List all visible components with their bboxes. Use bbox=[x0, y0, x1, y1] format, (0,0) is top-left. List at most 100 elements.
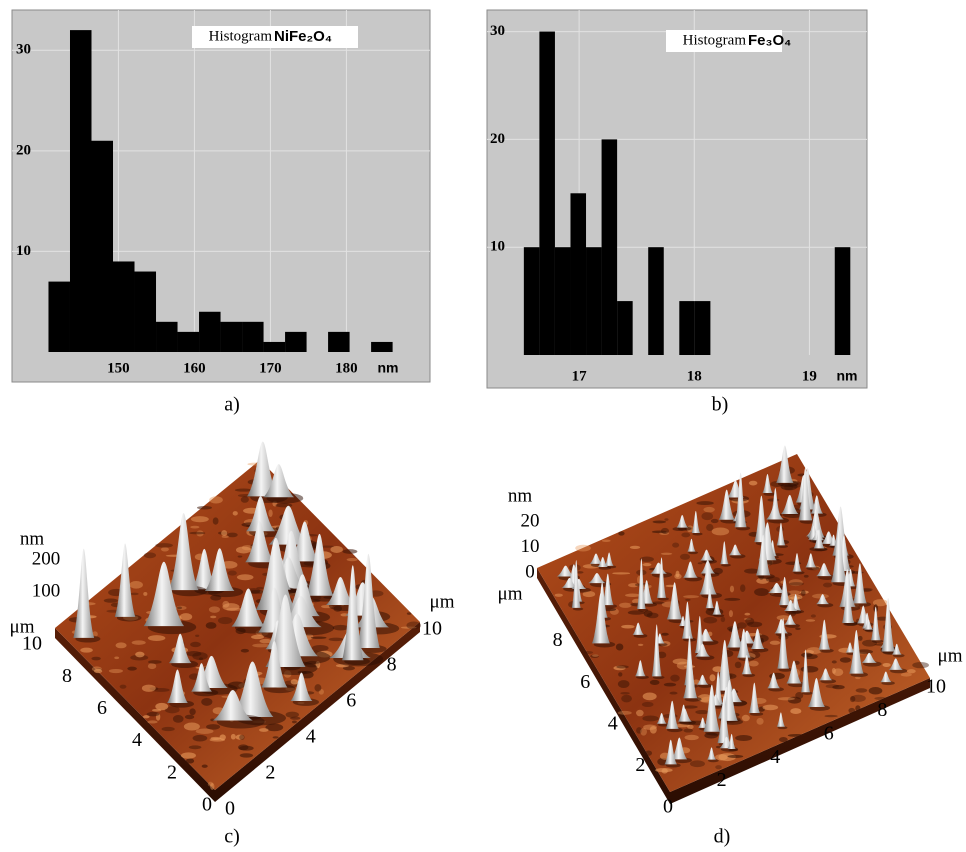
surface-texture bbox=[555, 594, 563, 597]
surface-texture bbox=[756, 718, 763, 725]
surface-texture bbox=[642, 702, 654, 707]
bar bbox=[539, 32, 555, 355]
bar bbox=[135, 272, 157, 352]
surface-texture bbox=[638, 644, 643, 646]
surface-texture bbox=[728, 755, 744, 758]
bar bbox=[264, 342, 286, 352]
surface-texture bbox=[740, 584, 745, 592]
surface-texture bbox=[621, 695, 632, 703]
surface-texture bbox=[795, 627, 800, 629]
chart-subtitle: NiFe₂O₄ bbox=[274, 28, 332, 45]
surface-texture bbox=[155, 543, 173, 548]
surface-texture bbox=[710, 674, 716, 681]
surface-texture bbox=[173, 715, 184, 723]
surface-texture bbox=[190, 526, 199, 529]
surface-texture bbox=[147, 712, 160, 716]
surface-texture bbox=[650, 680, 660, 685]
surface-texture bbox=[770, 641, 780, 645]
x-tick-label: 19 bbox=[802, 368, 817, 384]
surface-texture bbox=[162, 727, 175, 731]
surface-peak bbox=[73, 549, 94, 638]
surface-texture bbox=[661, 553, 673, 555]
x-axis-label: nm bbox=[378, 360, 399, 376]
surface-texture bbox=[197, 506, 212, 509]
surface-texture bbox=[749, 661, 759, 667]
bar bbox=[178, 332, 200, 352]
surface-texture bbox=[189, 532, 205, 535]
surface-texture bbox=[848, 708, 855, 714]
surface-texture bbox=[314, 684, 321, 691]
surface-texture bbox=[811, 614, 816, 617]
panel-label: a) bbox=[224, 394, 240, 416]
surface-texture bbox=[869, 687, 883, 694]
y-tick-label: 8 bbox=[62, 665, 72, 687]
surface-texture bbox=[621, 625, 635, 629]
x-tick-label: 160 bbox=[183, 360, 206, 376]
surface-texture bbox=[152, 709, 161, 712]
surface-texture bbox=[625, 594, 640, 597]
x-tick-label: 4 bbox=[770, 746, 780, 768]
x-axis-label: nm bbox=[837, 368, 858, 384]
z-tick-label: 0 bbox=[525, 561, 535, 582]
y-tick-label: 2 bbox=[167, 761, 177, 783]
surface-texture bbox=[858, 636, 863, 641]
bar bbox=[835, 247, 851, 355]
surface-texture bbox=[575, 545, 591, 552]
surface-texture bbox=[711, 519, 719, 523]
surface-texture bbox=[681, 533, 690, 538]
surface-texture bbox=[312, 645, 329, 651]
surface-texture bbox=[698, 562, 703, 564]
surface-texture bbox=[584, 651, 594, 654]
surface-texture bbox=[655, 768, 673, 772]
surface-texture bbox=[643, 693, 657, 701]
x-tick-label: 18 bbox=[687, 368, 702, 384]
bar bbox=[91, 141, 113, 352]
surface-texture bbox=[801, 590, 806, 596]
x-tick-label: 10 bbox=[926, 676, 946, 698]
x-tick-label: 17 bbox=[572, 368, 588, 384]
bar bbox=[617, 301, 633, 355]
z-tick-label: 200 bbox=[32, 548, 61, 569]
surface-texture bbox=[235, 489, 252, 492]
bar bbox=[570, 193, 586, 355]
y-tick-label: 2 bbox=[635, 754, 645, 776]
surface-texture bbox=[661, 528, 669, 534]
chart-title: Histogram bbox=[209, 28, 273, 44]
surface-texture bbox=[104, 599, 118, 603]
x-tick-label: 0 bbox=[225, 798, 235, 820]
surface-texture bbox=[616, 644, 624, 651]
chart-title: Histogram bbox=[683, 32, 747, 48]
surface-texture bbox=[142, 685, 156, 692]
surface-texture bbox=[181, 752, 196, 758]
bar bbox=[586, 247, 602, 355]
surface-texture bbox=[221, 530, 227, 536]
bar bbox=[371, 342, 393, 352]
y-tick-label: 0 bbox=[663, 796, 673, 818]
panel-label: b) bbox=[712, 394, 729, 416]
surface-texture bbox=[241, 496, 249, 502]
surface-texture bbox=[712, 528, 729, 536]
surface-texture bbox=[801, 666, 819, 673]
surface-texture bbox=[630, 546, 640, 549]
surface-texture bbox=[616, 665, 628, 668]
surface-texture bbox=[228, 571, 237, 576]
surface-texture bbox=[311, 637, 327, 639]
x-tick-label: 150 bbox=[107, 360, 130, 376]
bar bbox=[199, 312, 221, 352]
surface-texture bbox=[406, 622, 421, 630]
y-tick-label: 4 bbox=[132, 729, 142, 751]
surface-texture bbox=[201, 698, 212, 706]
surface-texture bbox=[592, 654, 599, 657]
surface-texture bbox=[210, 783, 214, 790]
surface-texture bbox=[674, 574, 681, 579]
surface-texture bbox=[729, 610, 733, 617]
y-tick-label: 20 bbox=[16, 142, 31, 158]
peak-shadow bbox=[728, 749, 738, 752]
x-tick-label: 2 bbox=[717, 769, 727, 791]
surface-texture bbox=[779, 737, 788, 742]
surface-texture bbox=[148, 635, 166, 641]
surface-texture bbox=[268, 509, 272, 517]
surface-texture bbox=[92, 666, 102, 671]
surface-texture bbox=[116, 642, 127, 648]
surface-texture bbox=[643, 563, 652, 566]
